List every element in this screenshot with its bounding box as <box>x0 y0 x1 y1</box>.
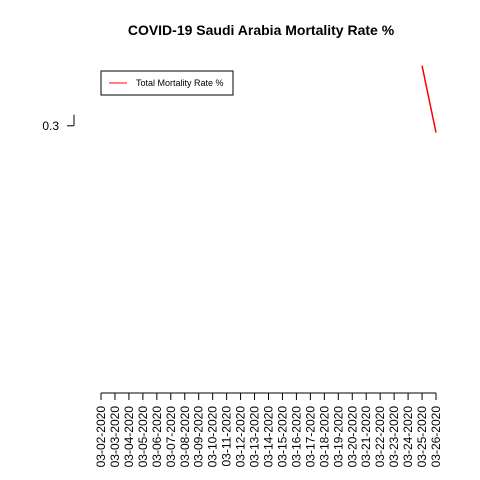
x-tick-label: 03-26-2020 <box>429 406 443 468</box>
x-tick-label: 03-23-2020 <box>387 406 401 468</box>
x-tick-label: 03-08-2020 <box>178 406 192 468</box>
x-tick-label: 03-20-2020 <box>345 406 359 468</box>
y-axis: 0.3 <box>42 114 75 133</box>
legend-label: Total Mortality Rate % <box>136 78 224 88</box>
x-tick-label: 03-15-2020 <box>275 406 289 468</box>
x-tick-label: 03-03-2020 <box>108 406 122 468</box>
x-tick-label: 03-02-2020 <box>94 406 108 468</box>
legend: Total Mortality Rate % <box>100 70 234 96</box>
x-tick-label: 03-10-2020 <box>206 406 220 468</box>
series-line-total-mortality-rate <box>421 65 437 133</box>
x-tick-label: 03-05-2020 <box>136 406 150 468</box>
x-tick-label: 03-24-2020 <box>401 406 415 468</box>
x-tick-label: 03-16-2020 <box>289 406 303 468</box>
x-tick-label: 03-18-2020 <box>317 406 331 468</box>
x-tick-label: 03-09-2020 <box>192 406 206 468</box>
x-tick-label: 03-14-2020 <box>262 406 276 468</box>
x-tick-label: 03-25-2020 <box>415 406 429 468</box>
plot-series <box>421 65 437 133</box>
x-tick-label: 03-22-2020 <box>373 406 387 468</box>
x-tick-label: 03-04-2020 <box>122 406 136 468</box>
x-tick-label: 03-11-2020 <box>220 406 234 467</box>
x-tick-label: 03-13-2020 <box>248 406 262 468</box>
x-tick-label: 03-19-2020 <box>331 406 345 468</box>
y-tick-label: 0.3 <box>42 119 59 133</box>
x-tick-label: 03-21-2020 <box>359 406 373 468</box>
x-tick-label: 03-17-2020 <box>303 406 317 468</box>
x-tick-label: 03-06-2020 <box>150 406 164 468</box>
chart-title: COVID-19 Saudi Arabia Mortality Rate % <box>128 22 395 38</box>
x-axis: 03-02-2020 03-03-2020 03-04-2020 03-05-2020… <box>94 392 443 468</box>
x-tick-label: 03-07-2020 <box>164 406 178 468</box>
x-tick-label: 03-12-2020 <box>234 406 248 468</box>
